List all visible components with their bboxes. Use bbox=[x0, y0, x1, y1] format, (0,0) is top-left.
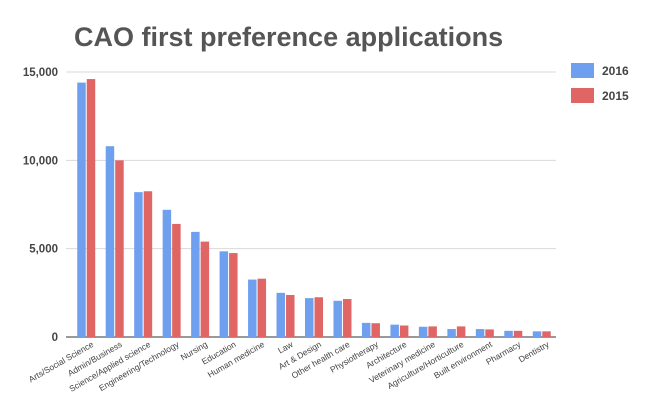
bar-2015 bbox=[86, 79, 96, 338]
bar-2015 bbox=[399, 325, 409, 337]
legend-label: 2015 bbox=[602, 89, 629, 103]
y-tick-label: 5,000 bbox=[29, 244, 58, 256]
chart-title: CAO first preference applications bbox=[74, 22, 504, 52]
bar-2016 bbox=[191, 231, 200, 337]
bar-2015 bbox=[314, 297, 323, 337]
bar-2016 bbox=[333, 300, 342, 337]
bar-2015 bbox=[115, 160, 124, 337]
bar-2015 bbox=[143, 191, 153, 337]
bar-2016 bbox=[390, 324, 399, 337]
bar-2016 bbox=[361, 322, 371, 337]
bar-2016 bbox=[504, 330, 513, 337]
bar-2015 bbox=[342, 299, 352, 337]
bar-2016 bbox=[276, 292, 286, 337]
bar-2016 bbox=[77, 82, 86, 337]
bar-2016 bbox=[418, 326, 428, 337]
legend-label: 2016 bbox=[602, 64, 629, 78]
x-axis-categories: Arts/Social ScienceAdmin/BusinessScience… bbox=[27, 339, 552, 394]
bar-2016 bbox=[248, 279, 257, 337]
y-axis-ticks: 0 5,000 10,000 15,000 bbox=[23, 67, 58, 344]
legend-swatch bbox=[571, 63, 594, 78]
bar-2016 bbox=[162, 209, 172, 337]
bar-2016 bbox=[134, 192, 143, 337]
bar-2016 bbox=[219, 251, 229, 337]
bar-2015 bbox=[371, 323, 380, 337]
bar-2015 bbox=[542, 331, 551, 337]
y-tick-label: 0 bbox=[52, 332, 58, 344]
x-category-label: Dentistry bbox=[517, 339, 552, 365]
bar-2016 bbox=[305, 298, 314, 337]
bar-2015 bbox=[428, 326, 437, 337]
bars bbox=[77, 79, 551, 338]
bar-2015 bbox=[456, 326, 466, 337]
bar-2015 bbox=[172, 223, 181, 337]
y-tick-label: 15,000 bbox=[23, 67, 58, 79]
y-tick-label: 10,000 bbox=[23, 155, 58, 167]
bar-2015 bbox=[257, 278, 267, 337]
bar-2015 bbox=[200, 241, 210, 337]
legend: 2016 2015 bbox=[571, 63, 629, 103]
legend-swatch bbox=[571, 88, 594, 103]
bar-2016 bbox=[105, 146, 115, 337]
bar-2016 bbox=[475, 329, 485, 337]
bar-2016 bbox=[532, 331, 542, 337]
bar-2015 bbox=[229, 253, 238, 337]
bar-2015 bbox=[286, 294, 295, 337]
bar-2015 bbox=[485, 329, 494, 337]
bar-2015 bbox=[513, 330, 523, 337]
bar-2016 bbox=[447, 329, 456, 337]
